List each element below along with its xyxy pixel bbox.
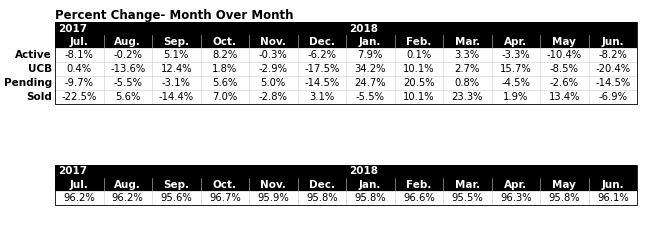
Text: -8.1%: -8.1% [64,50,94,60]
Text: 96.6%: 96.6% [403,193,435,203]
Text: -5.5%: -5.5% [114,78,143,88]
Text: 2018: 2018 [349,167,378,176]
Text: Dec.: Dec. [309,179,335,190]
Text: May: May [552,179,576,190]
Text: Sep.: Sep. [163,179,190,190]
Text: 0.4%: 0.4% [66,64,92,74]
Text: Dec.: Dec. [309,37,335,47]
Text: -5.5%: -5.5% [356,92,385,102]
Text: -20.4%: -20.4% [595,64,630,74]
Text: 1.8%: 1.8% [212,64,237,74]
Text: Mar.: Mar. [455,37,480,47]
Text: Jul.: Jul. [70,37,89,47]
Text: -17.5%: -17.5% [304,64,339,74]
Text: 7.0%: 7.0% [212,92,237,102]
Text: Aug.: Aug. [114,179,141,190]
Text: 5.0%: 5.0% [261,78,286,88]
Text: 20.5%: 20.5% [403,78,435,88]
Text: Jun.: Jun. [601,179,624,190]
Text: 96.2%: 96.2% [63,193,95,203]
Text: -6.2%: -6.2% [307,50,336,60]
Text: Percent Change- Month Over Month: Percent Change- Month Over Month [55,9,293,22]
Text: 15.7%: 15.7% [500,64,531,74]
Text: Aug.: Aug. [114,37,141,47]
Text: 34.2%: 34.2% [355,64,386,74]
Text: -2.9%: -2.9% [259,64,288,74]
Text: Apr.: Apr. [504,179,528,190]
Text: 7.9%: 7.9% [357,50,383,60]
Text: 10.1%: 10.1% [403,92,435,102]
Text: 96.1%: 96.1% [597,193,629,203]
Text: 5.1%: 5.1% [164,50,189,60]
Text: 5.6%: 5.6% [212,78,237,88]
Text: 95.6%: 95.6% [161,193,192,203]
Text: 0.1%: 0.1% [406,50,432,60]
Text: -22.5%: -22.5% [61,92,97,102]
Text: 24.7%: 24.7% [355,78,386,88]
Text: 95.5%: 95.5% [451,193,483,203]
Text: 13.4%: 13.4% [548,92,580,102]
Bar [55,35,637,48]
Text: -2.8%: -2.8% [259,92,288,102]
Text: May: May [552,37,576,47]
Text: -9.7%: -9.7% [64,78,94,88]
Bar [55,165,637,205]
Text: -4.5%: -4.5% [501,78,530,88]
Text: Sold: Sold [26,92,52,102]
Bar [55,165,637,178]
Text: 2017: 2017 [58,23,87,33]
Text: -8.2%: -8.2% [599,50,627,60]
Text: -14.5%: -14.5% [595,78,630,88]
Text: Jun.: Jun. [601,37,624,47]
Text: Mar.: Mar. [455,179,480,190]
Text: 23.3%: 23.3% [451,92,483,102]
Text: UCB: UCB [28,64,52,74]
Text: Pending: Pending [4,78,52,88]
Text: 2018: 2018 [349,23,378,33]
Text: -14.4%: -14.4% [159,92,194,102]
Text: Nov.: Nov. [261,179,286,190]
Text: 10.1%: 10.1% [403,64,435,74]
Text: 96.3%: 96.3% [500,193,531,203]
Text: -13.6%: -13.6% [110,64,145,74]
Text: 8.2%: 8.2% [212,50,237,60]
Text: Active: Active [15,50,52,60]
Text: Feb.: Feb. [406,37,432,47]
Text: 95.9%: 95.9% [257,193,289,203]
Text: 5.6%: 5.6% [115,92,141,102]
Text: Nov.: Nov. [261,37,286,47]
Text: Jan.: Jan. [359,37,381,47]
Text: -3.3%: -3.3% [501,50,530,60]
Text: -3.1%: -3.1% [162,78,191,88]
Text: Jan.: Jan. [359,179,381,190]
Text: Apr.: Apr. [504,37,528,47]
Text: 95.8%: 95.8% [548,193,580,203]
Bar [55,22,637,104]
Text: 3.3%: 3.3% [455,50,480,60]
Text: -14.5%: -14.5% [304,78,339,88]
Text: Oct.: Oct. [213,37,237,47]
Text: 2.7%: 2.7% [455,64,480,74]
Text: Feb.: Feb. [406,179,432,190]
Text: 95.8%: 95.8% [306,193,337,203]
Text: -6.9%: -6.9% [599,92,627,102]
Text: Sep.: Sep. [163,37,190,47]
Text: 96.2%: 96.2% [112,193,144,203]
Text: -0.2%: -0.2% [114,50,142,60]
Text: -2.6%: -2.6% [550,78,579,88]
Text: 12.4%: 12.4% [161,64,192,74]
Bar [55,178,637,191]
Text: 1.9%: 1.9% [503,92,528,102]
Text: Oct.: Oct. [213,179,237,190]
Text: -10.4%: -10.4% [547,50,582,60]
Bar [55,22,637,35]
Text: -8.5%: -8.5% [550,64,579,74]
Text: 95.8%: 95.8% [355,193,386,203]
Text: Jul.: Jul. [70,179,89,190]
Text: -0.3%: -0.3% [259,50,288,60]
Text: 2017: 2017 [58,167,87,176]
Text: 0.8%: 0.8% [455,78,480,88]
Text: 3.1%: 3.1% [309,92,334,102]
Text: 96.7%: 96.7% [209,193,241,203]
